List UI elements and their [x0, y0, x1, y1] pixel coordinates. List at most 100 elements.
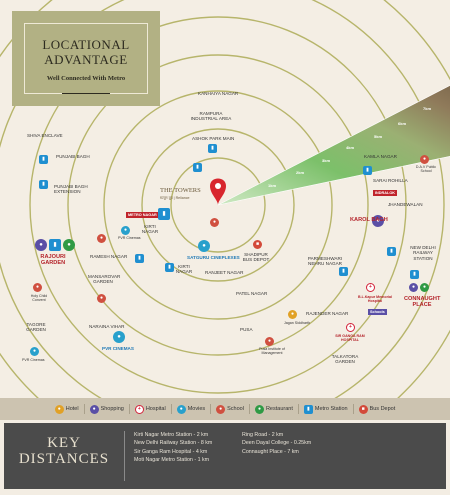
hospital-icon: +: [346, 323, 355, 332]
key-distance-item: Ring Road - 2 km: [242, 432, 284, 438]
label-tagore-garden: TAGORE GARDEN: [26, 322, 46, 333]
metro-icon: ▮: [135, 254, 144, 263]
metro-icon: ▮: [303, 404, 313, 414]
school-icon: ●: [265, 337, 274, 346]
distance-label-3km: 3km: [322, 158, 331, 163]
legend-item-hospital: + Hospital: [134, 404, 166, 414]
label-pvr-cinemas-naraina: PVR Cinemas: [102, 346, 134, 351]
label-bl-kapur-hospital: B.L.Kapur Memorial Hospital: [358, 295, 392, 304]
metro-icon: ▮: [193, 163, 202, 172]
legend-item-restaurant: ● Restaurant: [254, 404, 293, 414]
header-plate: LOCATIONAL ADVANTAGE Well Connected With…: [12, 11, 160, 106]
project-name: THE TOWERS: [160, 187, 201, 194]
key-distance-item: Moti Nagar Metro Station - 1 km: [134, 456, 210, 463]
school-icon: ●: [97, 234, 106, 243]
label-pusa-institute: Pusa Institute of Management: [259, 347, 285, 356]
label-holy-child: Holy Child Convent: [30, 294, 48, 303]
label-jhandewalan: JHANDEWALAN: [388, 202, 423, 207]
project-developer: सत्युग ग्रुप | Reliance: [160, 196, 190, 200]
label-pvr-cinemas: PVR Cinemas: [118, 236, 141, 240]
label-shiva-enclave: SHIVA ENCLAVE: [27, 133, 63, 138]
label-satguru-cineplexes: Satguru Cineplexes: [187, 255, 240, 260]
label-punjabi-bagh: PUNJABI BAGH: [56, 154, 90, 159]
metro-icon: ▮: [387, 247, 396, 256]
label-talkatora-garden: TALKATORA GARDEN: [331, 354, 359, 365]
schools-tag: Schools: [368, 309, 387, 315]
metro-station-tag: METRO NAGAR: [126, 212, 159, 218]
restaurant-icon: ●: [420, 283, 429, 292]
label-patel-nagar: PATEL NAGAR: [236, 291, 268, 296]
school-icon: ●: [210, 218, 219, 227]
label-karol-bagh: KAROL BAGH: [350, 217, 388, 223]
label-pvr-cinemas-tagore: PVR Cinemas: [22, 358, 45, 362]
ring-6km: [0, 0, 445, 398]
legend-item-metro-station: ▮ Metro Station: [303, 404, 348, 414]
hospital-icon: +: [366, 283, 375, 292]
hospital-icon: +: [134, 404, 144, 414]
label-pusa: PUSA: [240, 327, 253, 332]
distance-label-5km: 5km: [374, 134, 383, 139]
location-pin-icon: [210, 178, 226, 205]
school-icon: ●: [216, 404, 226, 414]
movies-icon: ●: [198, 240, 210, 252]
ring-3km: [103, 90, 333, 320]
movies-icon: ●: [176, 404, 186, 414]
label-dav-school: D.A.V Public School: [415, 165, 437, 174]
restaurant-icon: ●: [254, 404, 264, 414]
label-connaught-place: CONNAUGHT PLACE: [404, 296, 441, 309]
ring-5km: [29, 16, 407, 394]
label-sir-ganga-ram-hospital: SIR GANGA RAM HOSPITAL: [335, 334, 365, 343]
key-distances-section: KEY DISTANCES Kirti Nagar Metro Station …: [0, 420, 450, 495]
label-kanhaiya-nagar: KANHAIYA NAGAR: [198, 91, 239, 96]
label-ramesh-nagar: RAMESH NAGAR: [90, 254, 128, 259]
distance-label-4km: 4km: [346, 145, 355, 150]
metro-icon: ▮: [158, 208, 170, 220]
label-new-delhi-railway-station: NEW DELHI RAILWAY STATION: [410, 245, 436, 261]
label-kirti-nagar-2: KIRTI NAGAR: [175, 264, 193, 275]
distance-label-2km: 2km: [296, 170, 305, 175]
page-subtitle: Well Connected With Metro: [46, 75, 126, 82]
map-rings: [0, 0, 450, 398]
shopping-icon: ●: [409, 283, 418, 292]
distance-label-6km: 6km: [398, 121, 407, 126]
map-legend: ● Hotel ● Shopping + Hospital ● Movies ● Scho…: [0, 398, 450, 420]
label-punjabi-bagh-extension: PUNJABI BAGH EXTENSION: [54, 184, 88, 195]
metro-icon: ▮: [165, 263, 174, 272]
key-distance-item: Deen Dayal College - 0.25km: [242, 440, 312, 447]
school-icon: ●: [33, 283, 42, 292]
label-rajender-nagar: RAJENDER NAGAR: [306, 311, 349, 316]
ring-4km: [67, 54, 369, 356]
key-distance-item: New Delhi Railway Station - 8 km: [134, 440, 213, 447]
page-title-line2: ADVANTAGE: [44, 52, 128, 67]
hotel-icon: ●: [288, 310, 297, 319]
key-distance-item: Sir Ganga Ram Hospital - 4 km: [134, 448, 208, 455]
label-parmeshwari-nehru-nagar: PARMESHWARI NEHRU NAGAR: [307, 256, 343, 267]
ring-2km: [141, 128, 295, 282]
key-distances-title-line1: KEY: [47, 435, 81, 451]
label-rajouri-garden: RAJOURI GARDEN: [40, 254, 66, 267]
label-ashok-park: ASHOK PARK MAIN: [192, 136, 235, 141]
key-distance-item: Connaught Place - 7 km: [242, 448, 299, 455]
label-sarai-rohilla: SARAI ROHILLA: [373, 178, 408, 183]
metro-icon: ▮: [363, 166, 372, 175]
movies-icon: ●: [121, 226, 130, 235]
label-rampura: RAMPURA INDUSTRIAL AREA: [190, 111, 232, 122]
label-mansarovar-garden: MANSAROVAR GARDEN: [88, 274, 121, 285]
school-icon: ●: [97, 294, 106, 303]
key-distances-title-line2: DISTANCES: [18, 451, 110, 467]
legend-item-shopping: ● Shopping: [89, 404, 124, 414]
metro-icon: ▮: [49, 239, 61, 251]
movies-icon: ●: [30, 347, 39, 356]
label-naraina-vihar: NARAINA VIHAR: [89, 324, 125, 329]
distance-label-1km: 1km: [268, 183, 277, 188]
school-icon: ●: [420, 155, 429, 164]
movies-icon: ●: [113, 331, 125, 343]
page-title-line1: LOCATIONAL: [42, 37, 130, 52]
label-kirti-nagar: KIRTI NAGAR: [141, 224, 159, 235]
bus-icon: ■: [253, 240, 262, 249]
shopping-icon: ●: [372, 215, 384, 227]
key-distances-column-1: Kirti Nagar Metro Station - 2 km New Del…: [134, 431, 212, 464]
label-ranjeet-nagar: RANJEET NAGAR: [205, 270, 244, 275]
bus-icon: ■: [358, 404, 368, 414]
distance-label-7km: 7km: [423, 106, 432, 111]
